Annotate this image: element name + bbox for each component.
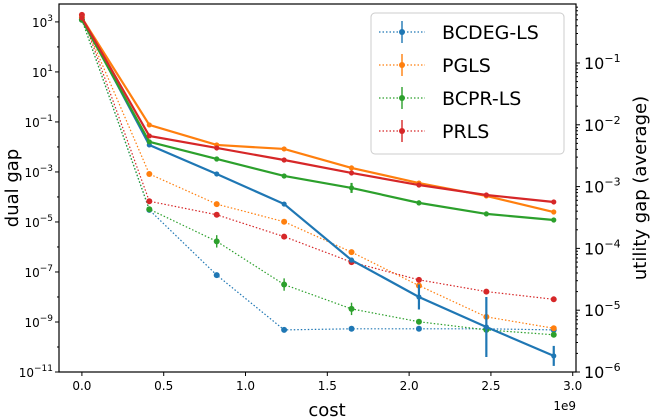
series-pgls-right [78, 14, 557, 332]
data-point [281, 173, 287, 179]
data-point [483, 324, 489, 330]
data-point [348, 305, 355, 312]
y-left-tick-label: 10−5 [24, 214, 53, 230]
x-tick-label: 1.0 [236, 379, 255, 393]
legend: BCDEG-LS PGLS BCPR-LS PRLS [370, 12, 565, 155]
data-point [213, 201, 220, 208]
data-point [213, 272, 220, 279]
data-point [483, 288, 490, 295]
data-point [550, 325, 557, 332]
data-point [146, 122, 152, 128]
legend-marker [399, 128, 405, 134]
series-line [81, 14, 554, 300]
data-point [146, 139, 152, 145]
y-right-tick-label: 10−3 [584, 176, 621, 197]
y-left-tick-label: 10−9 [24, 314, 53, 330]
y-right-tick-label: 10−5 [584, 299, 621, 320]
data-point [415, 276, 422, 283]
legend-marker [399, 62, 405, 68]
y-right-tick-label: 10−4 [584, 237, 621, 258]
y-left-tick-label: 103 [32, 14, 53, 30]
series-line [80, 19, 554, 222]
legend-marker [399, 95, 405, 101]
y-left-tick-label: 10−1 [24, 114, 53, 130]
legend-box [370, 12, 565, 155]
data-point [348, 249, 355, 256]
data-point [281, 281, 288, 288]
data-point [483, 192, 489, 198]
series-line [80, 17, 554, 204]
y-right-tick-label: 10−6 [584, 361, 621, 382]
data-point [281, 233, 288, 240]
data-point [146, 206, 153, 213]
legend-label: BCPR-LS [442, 88, 521, 110]
data-point [281, 326, 288, 333]
data-point [213, 238, 220, 245]
legend-item-bcdeg-ls: BCDEG-LS [379, 21, 539, 44]
x-tick-label: 0.0 [72, 379, 91, 393]
data-point [214, 171, 220, 177]
x-tick-label: 0.5 [154, 379, 173, 393]
data-point [214, 145, 220, 151]
y-left-tick-label: 10−11 [19, 364, 53, 380]
series-prls-left [79, 15, 557, 205]
data-point [483, 211, 489, 217]
legend-label: BCDEG-LS [442, 22, 539, 44]
series-line [81, 16, 554, 329]
data-point [550, 331, 557, 338]
data-point [281, 201, 287, 207]
y-right-axis-label: utility gap (average) [630, 96, 651, 280]
data-point [348, 165, 355, 171]
data-point [551, 209, 557, 215]
plot-area [78, 11, 557, 366]
data-point [348, 257, 355, 263]
data-point [416, 294, 422, 300]
data-point [214, 156, 220, 162]
data-point [416, 200, 422, 206]
axis-ticks: 0.0 0.5 1.0 1.5 2.0 2.5 3.0 103 101 10−1 10−3 10−5 1… [19, 6, 621, 393]
legend-item-bcpr-ls: BCPR-LS [379, 87, 521, 110]
data-point [551, 199, 557, 205]
x-tick-label: 2.0 [400, 379, 419, 393]
legend-marker [399, 29, 405, 35]
data-point [416, 182, 422, 188]
y-left-tick-label: 10−7 [24, 264, 53, 280]
legend-item-prls: PRLS [379, 120, 489, 143]
data-point [281, 157, 287, 163]
series-line [81, 19, 554, 331]
legend-item-pgls: PGLS [379, 54, 491, 77]
legend-label: PGLS [442, 55, 491, 77]
data-point [146, 198, 153, 205]
data-point [79, 15, 85, 21]
legend-label: PRLS [442, 121, 489, 143]
data-point [415, 325, 422, 332]
x-axis-label: cost [308, 400, 345, 419]
data-point [146, 170, 153, 177]
x-tick-label: 2.5 [481, 379, 500, 393]
x-offset-label: 1e9 [553, 399, 576, 413]
data-point [551, 353, 557, 359]
data-point [281, 146, 287, 152]
y-right-tick-label: 10−2 [584, 114, 621, 135]
series-line [81, 19, 554, 336]
y-right-tick-label: 10−1 [584, 52, 621, 73]
data-point [146, 133, 152, 139]
data-point [415, 318, 422, 325]
data-point [348, 325, 355, 332]
y-left-axis-label: dual gap [2, 149, 23, 227]
x-tick-label: 3.0 [563, 379, 582, 393]
data-point [550, 296, 557, 303]
series-line [80, 17, 555, 357]
data-point [348, 185, 355, 191]
y-left-tick-label: 10−3 [24, 164, 53, 180]
series-bcpr-ls-left [79, 17, 557, 223]
data-point [348, 170, 355, 176]
data-point [281, 218, 288, 225]
data-point [551, 217, 557, 223]
axes-frame [58, 3, 577, 373]
y-left-tick-label: 101 [32, 64, 53, 80]
data-point [213, 211, 220, 218]
x-tick-label: 1.5 [318, 379, 337, 393]
